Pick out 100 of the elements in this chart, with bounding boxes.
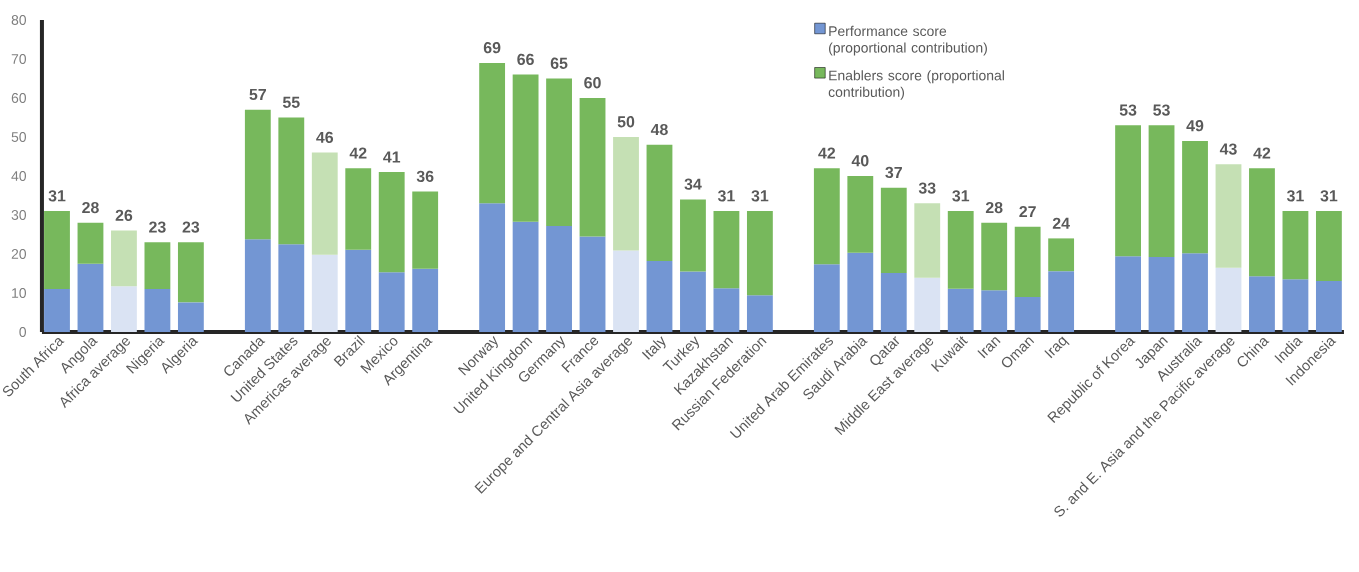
total-label: 50 [617,116,635,128]
bar [177,302,204,332]
total-label: 28 [82,201,99,214]
total-label: 48 [650,123,668,136]
bar [1249,276,1275,332]
total-label: 40 [851,155,869,167]
total-label: 34 [684,178,702,190]
x-tick-label: Iraq [1044,336,1070,359]
total-label: 49 [1186,120,1204,132]
total-label: 53 [1153,104,1170,116]
total-label: 24 [1052,217,1070,229]
total-label: 33 [918,182,936,194]
bar [378,172,405,273]
bar [1182,140,1208,254]
total-label: 31 [717,190,735,202]
bar [412,268,439,332]
bar [1282,279,1309,332]
total-label: 28 [985,201,1003,214]
y-tick-label: 50 [11,132,27,142]
legend-label: Enablers score (proportional contribution) [828,70,1004,100]
bar [1315,280,1342,332]
bar [981,290,1008,332]
bar [1182,253,1208,332]
bar [813,264,840,332]
total-label: 36 [416,170,434,183]
total-label: 37 [885,166,902,179]
bar [546,78,572,226]
bar [1115,256,1141,332]
bar [244,109,271,240]
bar [311,254,338,332]
total-label: 57 [249,88,266,101]
total-label: 69 [483,42,501,54]
bar [579,236,606,332]
total-label: 42 [1253,147,1271,159]
y-tick-label: 70 [11,54,27,64]
bar [880,187,907,274]
bar [713,288,740,332]
total-label: 31 [1320,190,1338,202]
bar [914,203,941,278]
total-label: 55 [282,96,300,108]
bar [1282,211,1309,280]
bar [1249,168,1275,277]
bar [646,144,673,262]
bar [311,152,338,255]
bar [947,211,974,289]
total-label: 26 [115,209,133,221]
bar [77,263,104,332]
bar [1048,271,1075,332]
bar [680,271,706,332]
total-label: 42 [818,147,836,159]
bar [512,74,539,222]
total-label: 66 [517,53,534,65]
bar [847,252,874,332]
total-label: 31 [1286,190,1304,202]
y-tick-label: 0 [19,327,27,337]
bar [77,222,104,264]
bar [345,168,372,250]
x-tick-label: Iran [977,337,1001,359]
bar [1048,238,1075,272]
bar [44,211,70,290]
total-label: 23 [182,221,200,233]
y-tick-label: 10 [12,288,27,298]
bar [579,98,606,237]
bar [111,230,137,287]
bar [144,289,171,332]
bar [947,288,974,332]
total-label: 42 [349,147,367,159]
total-label: 43 [1219,143,1237,155]
bar [613,137,639,251]
bar [512,221,539,332]
total-label: 41 [383,151,401,163]
bar [1215,164,1242,268]
bar [646,261,673,332]
bar [144,242,171,290]
bar [713,211,740,289]
bar [981,222,1008,291]
bar [44,289,70,332]
bar [1014,226,1041,297]
bar [746,211,773,296]
total-label: 23 [149,221,166,233]
total-label: 31 [751,190,769,202]
total-label: 31 [952,190,970,202]
bar [1148,257,1175,332]
y-tick-label: 40 [11,171,27,181]
bar [479,62,506,204]
bar [1148,125,1175,258]
total-label: 31 [48,190,66,202]
bar [847,176,874,253]
y-tick-label: 20 [11,249,27,259]
bar [479,203,506,332]
bar [1115,125,1141,257]
bar [613,250,639,332]
y-tick-label: 30 [11,210,27,220]
y-tick-label: 60 [11,93,27,103]
legend-label: Performance score (proportional contribution) [829,25,987,56]
y-tick-label: 80 [11,15,27,25]
bar [345,249,372,332]
bar [880,273,907,332]
bar [680,199,706,272]
total-label: 27 [1019,205,1036,218]
